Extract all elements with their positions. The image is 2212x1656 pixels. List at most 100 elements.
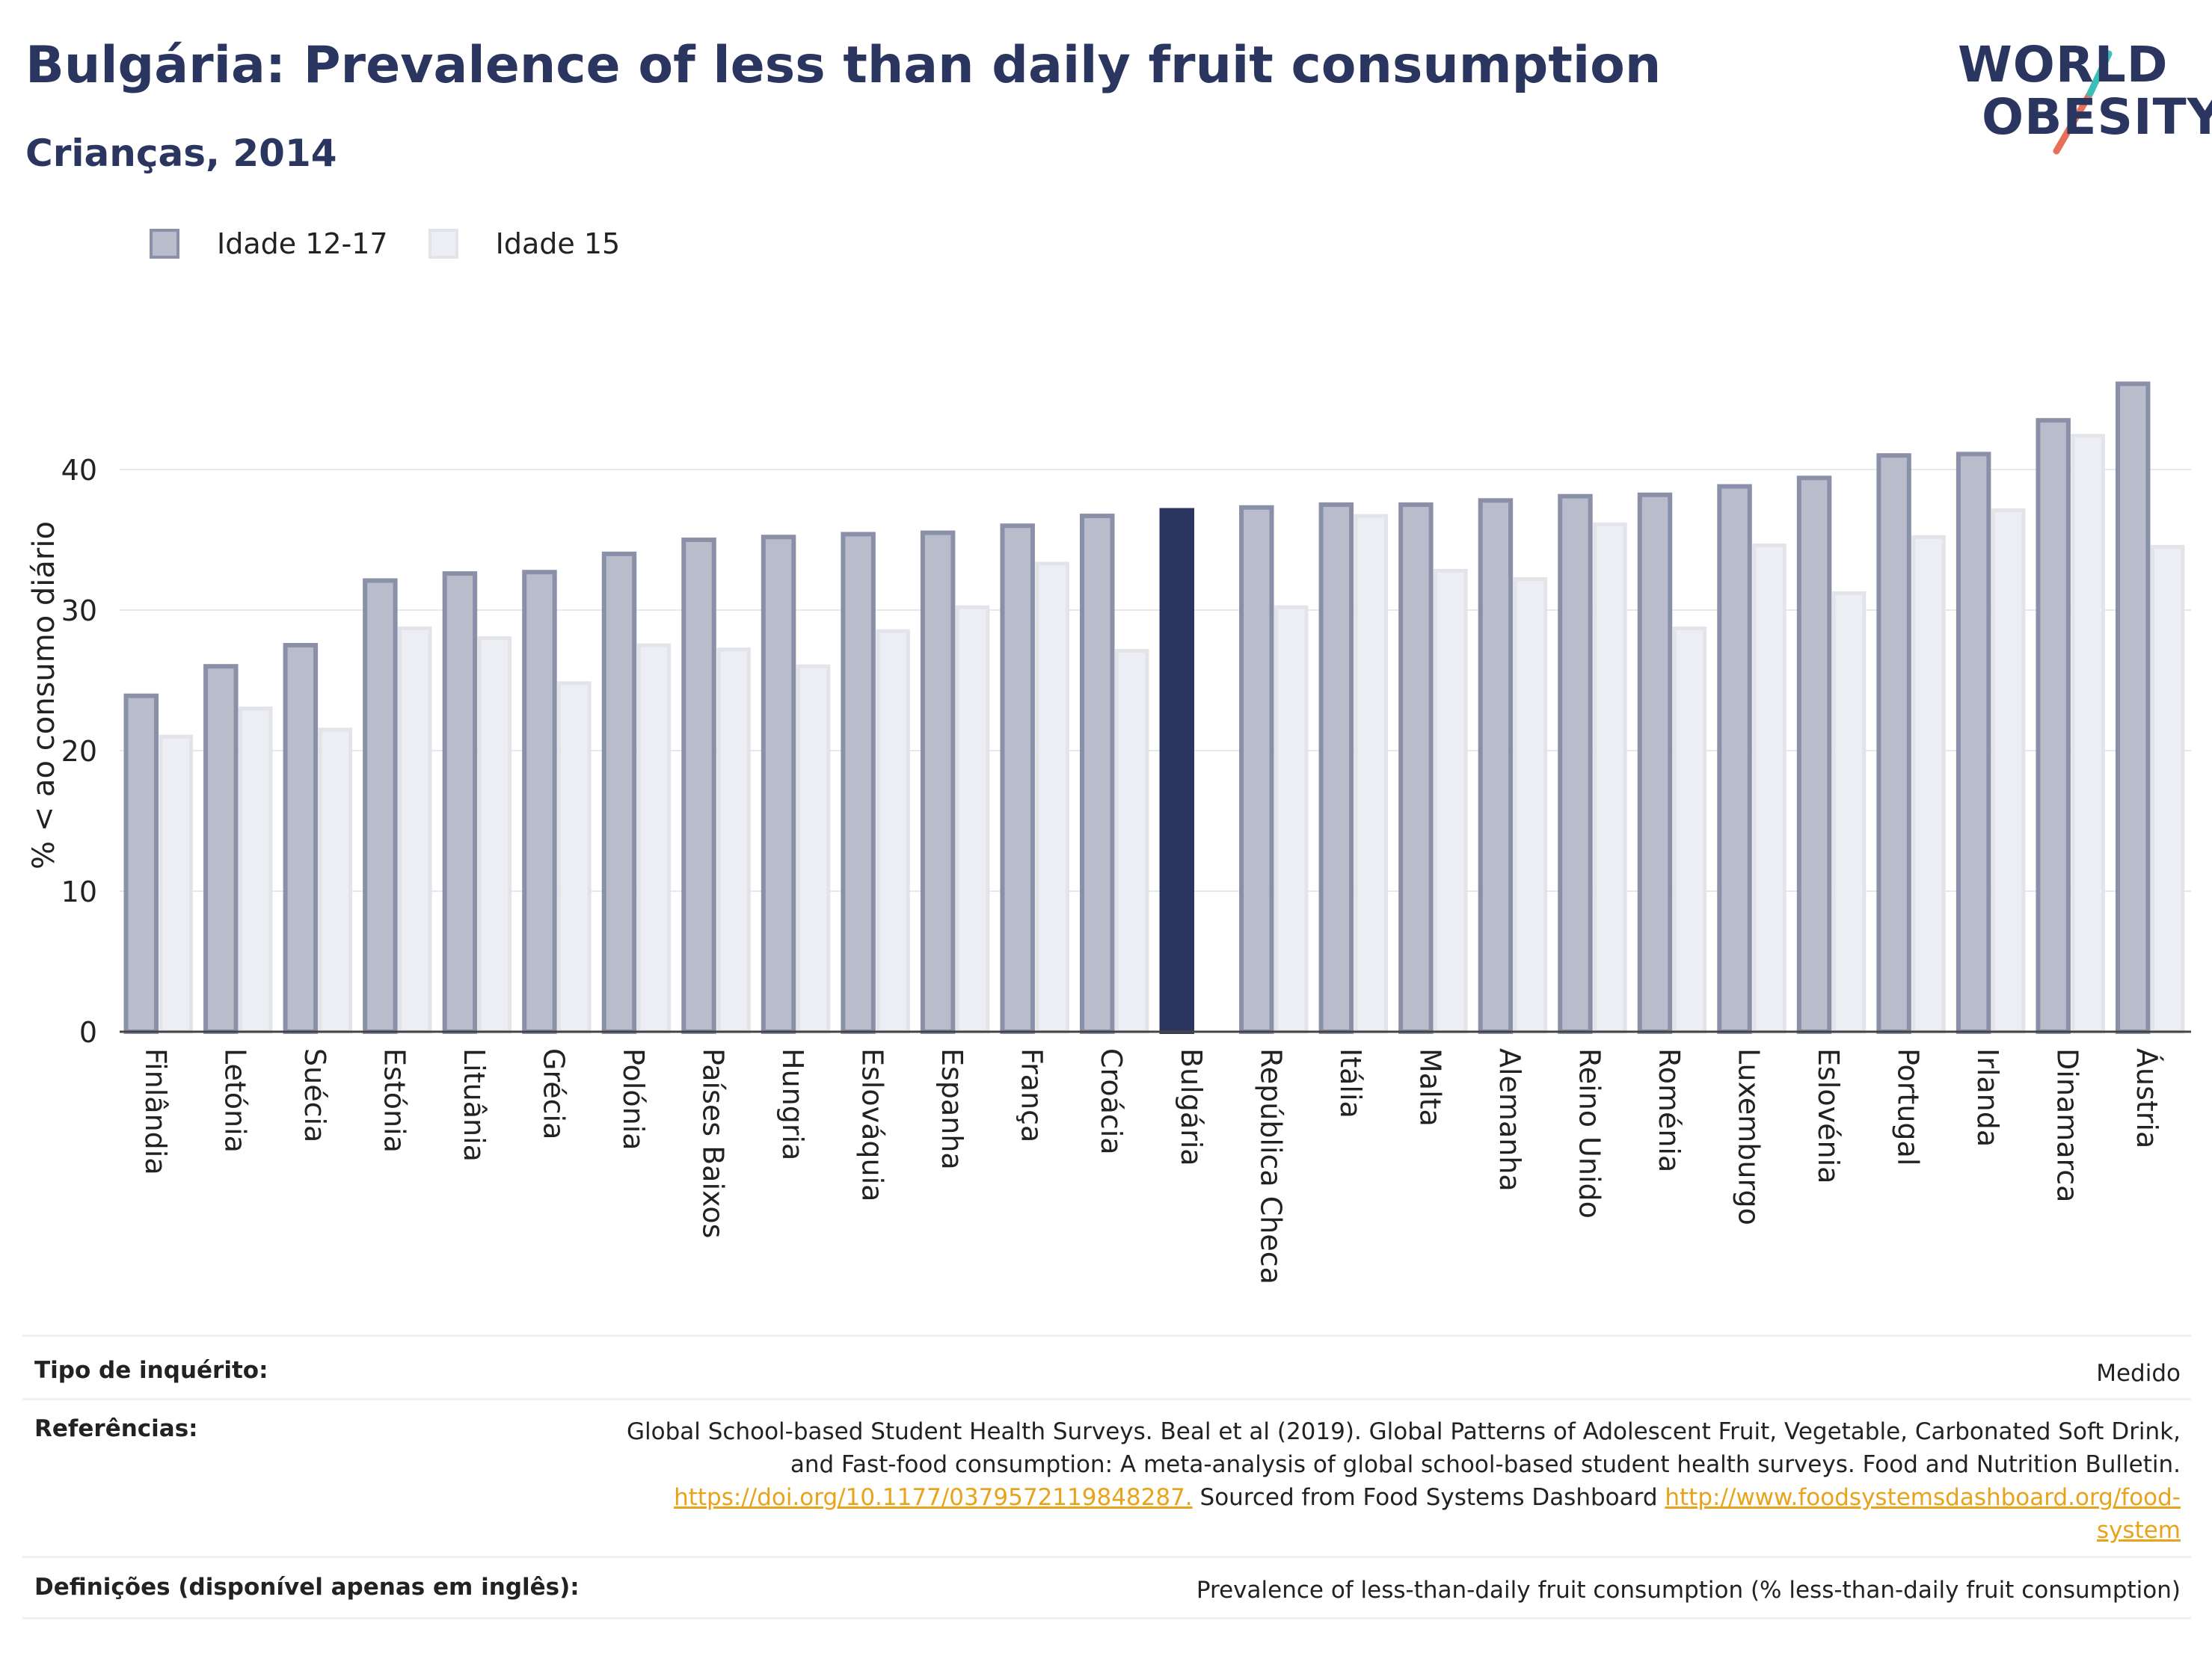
definitions-value: Prevalence of less-than-daily fruit cons… xyxy=(1196,1577,2181,1604)
bar-chart: 0 10 20 30 40 % < ao consumo diário Finlândia L… xyxy=(27,381,2191,1284)
bar-series-b xyxy=(636,643,672,1034)
bar-series-a xyxy=(1637,492,1673,1034)
chart-subtitle: Crianças, 2014 xyxy=(25,132,337,175)
survey-type-label: Tipo de inquérito: xyxy=(34,1357,268,1384)
legend-label-series-a[interactable]: Idade 12-17 xyxy=(217,227,388,260)
bar-series-b xyxy=(1672,626,1707,1034)
x-tick-label: Irlanda xyxy=(1971,1048,2004,1147)
x-tick-label: Letónia xyxy=(218,1048,251,1153)
bar-series-b xyxy=(716,647,751,1034)
y-tick-label: 20 xyxy=(61,735,97,768)
x-tick-label: Áustria xyxy=(2130,1048,2163,1148)
x-tick-label: Portugal xyxy=(1892,1048,1925,1166)
bar-series-a xyxy=(363,578,398,1034)
legend-swatch-series-b[interactable] xyxy=(428,229,458,259)
y-tick-label: 40 xyxy=(61,454,97,487)
bar-series-a xyxy=(681,538,716,1034)
bar-series-a xyxy=(1398,502,1434,1034)
bar-series-b xyxy=(1114,649,1149,1034)
x-tick-label: Luxemburgo xyxy=(1733,1048,1766,1225)
bar-series-b xyxy=(477,636,512,1034)
bar-series-b xyxy=(796,664,831,1034)
bar-series-b xyxy=(398,626,432,1034)
x-tick-label: Bulgária xyxy=(1175,1048,1208,1166)
bar-series-b xyxy=(159,734,193,1034)
x-tick-label: Suécia xyxy=(298,1048,331,1142)
bar-series-b xyxy=(318,727,353,1034)
chart-legend: Idade 12-17 Idade 15 xyxy=(150,221,660,266)
doi-link[interactable]: https://doi.org/10.1177/0379572119848287… xyxy=(674,1484,1193,1511)
x-tick-label: Estónia xyxy=(378,1048,411,1153)
bar-series-a xyxy=(203,664,239,1034)
bar-series-a xyxy=(1478,498,1514,1034)
y-tick-label: 10 xyxy=(61,875,97,908)
x-tick-label: Finlândia xyxy=(139,1048,172,1175)
x-tick-label: Países Baixos xyxy=(697,1048,730,1238)
bar-series-b xyxy=(1752,544,1787,1034)
footer-divider xyxy=(22,1335,2191,1337)
y-axis-title: % < ao consumo diário xyxy=(27,521,61,869)
bar-series-a xyxy=(442,571,478,1034)
x-tick-label: Eslovénia xyxy=(1812,1048,1845,1183)
y-tick-label: 0 xyxy=(79,1016,97,1049)
bar-series-a xyxy=(522,570,557,1034)
definitions-label: Definições (disponível apenas em inglês)… xyxy=(34,1574,580,1601)
x-tick-label: Croácia xyxy=(1095,1048,1128,1155)
references-label: Referências: xyxy=(34,1415,198,1442)
bar-series-b xyxy=(1354,514,1389,1034)
footer-divider xyxy=(22,1556,2191,1558)
bar-series-b xyxy=(1274,605,1309,1034)
bar-series-a xyxy=(1000,523,1035,1034)
x-tick-label: Alemanha xyxy=(1493,1048,1526,1192)
dashboard-link[interactable]: http://www.foodsystemsdashboard.org/food… xyxy=(1665,1484,2181,1511)
bar-series-b xyxy=(1513,577,1548,1034)
bar-series-a xyxy=(2036,418,2071,1034)
logo-word-world: WORLD xyxy=(1958,36,2169,93)
footer-divider xyxy=(22,1398,2191,1400)
bar-series-b xyxy=(876,629,910,1034)
bar-highlight xyxy=(1159,508,1195,1034)
x-tick-label: Polónia xyxy=(617,1048,650,1151)
bar-series-a xyxy=(123,693,159,1034)
bar-series-b xyxy=(2150,544,2185,1034)
bar-series-a xyxy=(841,532,876,1034)
bar-series-a xyxy=(1558,493,1593,1034)
x-tick-label: Roménia xyxy=(1653,1048,1686,1172)
bar-series-b xyxy=(955,605,990,1034)
x-tick-label: Grécia xyxy=(537,1048,570,1139)
bar-series-a xyxy=(2115,381,2151,1034)
bar-series-a xyxy=(1876,453,1911,1034)
bar-series-a xyxy=(920,530,956,1034)
legend-label-series-b[interactable]: Idade 15 xyxy=(495,227,621,260)
x-tick-label: Dinamarca xyxy=(2051,1048,2084,1202)
legend-swatch-series-a[interactable] xyxy=(150,229,179,259)
bar-series-b xyxy=(239,707,273,1034)
x-tick-label: República Checa xyxy=(1254,1048,1287,1284)
references-line-2: and Fast-food consumption: A meta-analys… xyxy=(790,1451,2181,1478)
bar-series-a xyxy=(1956,452,1991,1034)
dashboard-link-continued[interactable]: system xyxy=(2096,1517,2181,1544)
bar-series-b xyxy=(1593,522,1627,1034)
references-value: Global School-based Student Health Surve… xyxy=(627,1415,2181,1547)
logo-slash-icon xyxy=(2053,50,2113,155)
x-tick-label: Hungria xyxy=(776,1048,809,1160)
x-tick-label: Eslováquia xyxy=(856,1048,889,1201)
x-tick-label: França xyxy=(1016,1048,1048,1142)
references-line-3: https://doi.org/10.1177/0379572119848287… xyxy=(627,1481,2181,1514)
bar-series-a xyxy=(283,643,319,1034)
x-tick-label: Reino Unido xyxy=(1573,1048,1606,1219)
bar-series-b xyxy=(1035,561,1069,1034)
x-tick-label: Espanha xyxy=(936,1048,968,1170)
references-line-1: Global School-based Student Health Surve… xyxy=(627,1418,2181,1445)
bar-series-b xyxy=(1911,535,1946,1034)
x-tick-label: Lituânia xyxy=(458,1048,491,1162)
survey-type-value: Medido xyxy=(2096,1360,2181,1387)
bar-series-a xyxy=(1079,514,1115,1034)
x-tick-label: Itália xyxy=(1334,1048,1367,1118)
bar-series-b xyxy=(1831,591,1867,1034)
bar-series-b xyxy=(1991,508,2026,1034)
bar-series-a xyxy=(1717,484,1752,1034)
bar-series-b xyxy=(1434,568,1468,1034)
y-tick-label: 30 xyxy=(61,594,97,627)
x-tick-label: Malta xyxy=(1413,1048,1446,1127)
